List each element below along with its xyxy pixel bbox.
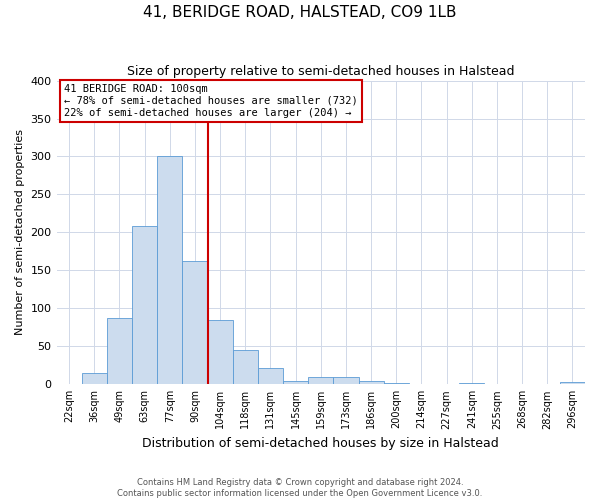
- Text: 41, BERIDGE ROAD, HALSTEAD, CO9 1LB: 41, BERIDGE ROAD, HALSTEAD, CO9 1LB: [143, 5, 457, 20]
- Bar: [258, 368, 283, 384]
- X-axis label: Distribution of semi-detached houses by size in Halstead: Distribution of semi-detached houses by …: [142, 437, 499, 450]
- Bar: [308, 378, 334, 384]
- Bar: [182, 260, 208, 384]
- Bar: [157, 156, 182, 384]
- Bar: [132, 226, 157, 384]
- Bar: [107, 318, 132, 384]
- Bar: [334, 378, 359, 384]
- Bar: [208, 320, 233, 384]
- Bar: [82, 373, 107, 384]
- Bar: [383, 383, 409, 384]
- Bar: [560, 382, 585, 384]
- Text: 41 BERIDGE ROAD: 100sqm
← 78% of semi-detached houses are smaller (732)
22% of s: 41 BERIDGE ROAD: 100sqm ← 78% of semi-de…: [64, 84, 358, 117]
- Bar: [359, 380, 383, 384]
- Text: Contains HM Land Registry data © Crown copyright and database right 2024.
Contai: Contains HM Land Registry data © Crown c…: [118, 478, 482, 498]
- Y-axis label: Number of semi-detached properties: Number of semi-detached properties: [15, 130, 25, 336]
- Bar: [283, 380, 308, 384]
- Title: Size of property relative to semi-detached houses in Halstead: Size of property relative to semi-detach…: [127, 65, 515, 78]
- Bar: [233, 350, 258, 384]
- Bar: [459, 383, 484, 384]
